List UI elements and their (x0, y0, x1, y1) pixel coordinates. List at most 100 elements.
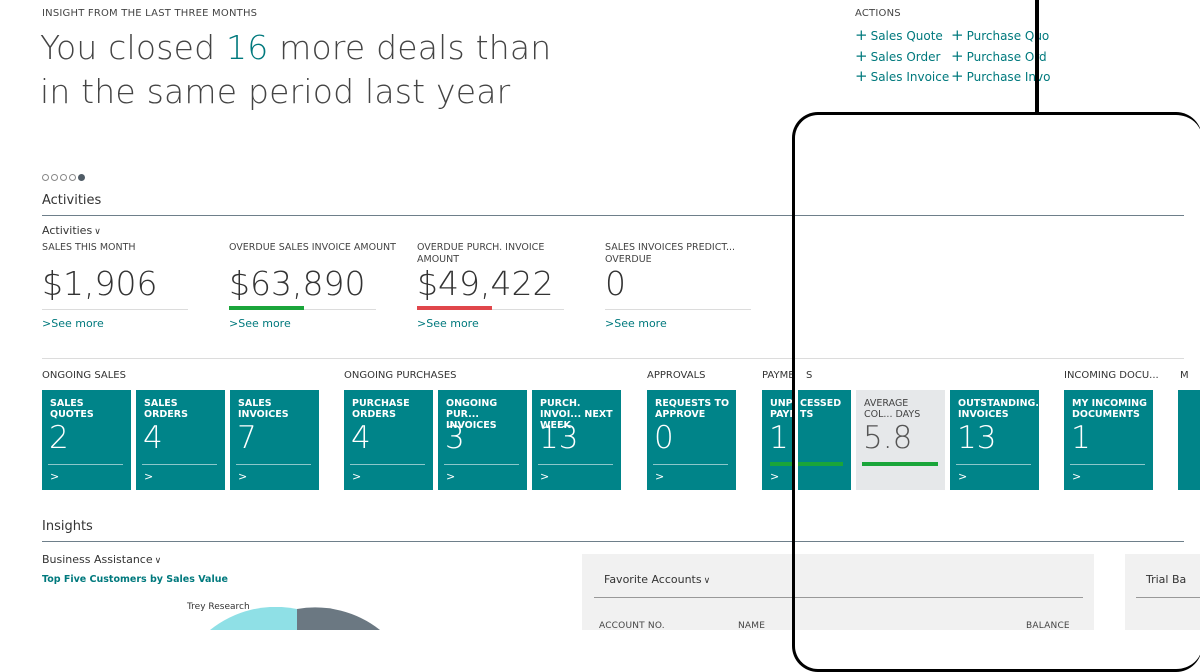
tile-requests-to-approve[interactable]: REQUESTS TO APPROVE 0 > (647, 390, 736, 490)
tile-name: PURCHASE ORDERS (352, 398, 410, 420)
tile-average-collection-days[interactable]: AVERAGE COL... DAYS 5.8 (856, 390, 945, 490)
kpi-value[interactable]: $63,890 (229, 264, 366, 303)
tile-status-indicator (862, 462, 938, 466)
tile-value: 3 (445, 420, 465, 456)
tile-unprocessed-payments-partial[interactable]: CESSED TS (798, 390, 851, 490)
chart-title: Top Five Customers by Sales Value (42, 574, 228, 585)
carousel-dot[interactable] (69, 174, 76, 181)
tile-sales-quotes[interactable]: SALES QUOTES 2 > (42, 390, 131, 490)
tile-value: 1 (769, 420, 789, 456)
tile-sales-orders[interactable]: SALES ORDERS 4 > (136, 390, 225, 490)
tile-divider (653, 464, 728, 465)
tile-value: 4 (143, 420, 163, 456)
tile-my-incoming-documents[interactable]: MY INCOMING DOCUMENTS 1 > (1064, 390, 1153, 490)
pie-slice[interactable] (297, 607, 380, 630)
kpi-value[interactable]: $49,422 (417, 264, 554, 303)
favorite-accounts-dropdown[interactable]: Favorite Accounts ∨ (604, 573, 710, 586)
tile-ongoing-purchase-invoices[interactable]: ONGOING PUR... INVOICES 3 > (438, 390, 527, 490)
group-label-approvals: APPROVALS (647, 370, 706, 381)
business-assistance-dropdown[interactable]: Business Assistance ∨ (42, 553, 161, 566)
tile-name: ONGOING PUR... INVOICES (446, 398, 498, 431)
see-more-label: See more (614, 317, 667, 330)
see-more-link[interactable]: >See more (42, 317, 104, 330)
kpi-label: SALES INVOICES PREDICT... OVERDUE (605, 242, 736, 265)
action-purchase-quote[interactable]: + Purchase Quo (951, 26, 1049, 44)
tile-divider (956, 464, 1031, 465)
tile-partial[interactable] (1178, 390, 1200, 490)
activities-dropdown[interactable]: Activities ∨ (42, 224, 101, 237)
insights-section-title: Insights (42, 519, 93, 534)
chevron-right-icon: > (540, 470, 550, 483)
chevron-right-icon: > (1072, 470, 1082, 483)
action-label: Purchase Quo (966, 29, 1050, 43)
tile-name: PURCH. INVOI... NEXT WEEK (540, 398, 613, 431)
action-label: Purchase Ord (966, 50, 1047, 64)
plus-icon: + (951, 47, 964, 65)
column-header-balance[interactable]: BALANCE (1026, 621, 1070, 631)
action-sales-quote[interactable]: + Sales Quote (855, 26, 943, 44)
tile-name: AVERAGE COL... DAYS (864, 398, 921, 420)
tile-name: CESSED TS (800, 398, 842, 420)
carousel-dot[interactable] (51, 174, 58, 181)
chevron-right-icon: > (144, 470, 154, 483)
plus-icon: + (855, 47, 868, 65)
tile-value: 1 (1071, 420, 1091, 456)
kpi-value[interactable]: 0 (605, 264, 626, 303)
see-more-link[interactable]: >See more (605, 317, 667, 330)
action-sales-order[interactable]: + Sales Order (855, 47, 940, 65)
action-sales-invoice[interactable]: + Sales Invoice (855, 67, 949, 85)
chevron-right-icon: > (605, 317, 615, 330)
tile-value: 13 (957, 420, 997, 456)
kpi-section-divider (42, 358, 1184, 359)
pie-label: Trey Research (187, 602, 250, 612)
action-purchase-order[interactable]: + Purchase Ord (951, 47, 1047, 65)
tile-name: SALES INVOICES (238, 398, 289, 420)
panel-divider (1136, 597, 1200, 598)
column-header-name[interactable]: NAME (738, 621, 766, 631)
dropdown-label: Business Assistance (42, 553, 153, 566)
tile-outstanding-invoices[interactable]: OUTSTANDING... INVOICES 13 > (950, 390, 1047, 490)
group-label-ongoing-purchases: ONGOING PURCHASES (344, 370, 457, 381)
headline-line2: in the same period last year (40, 72, 511, 111)
group-label-incoming-documents: INCOMING DOCU... (1064, 370, 1159, 381)
see-more-link[interactable]: >See more (229, 317, 291, 330)
action-label: Sales Order (870, 50, 941, 64)
pie-slice[interactable] (210, 607, 297, 630)
insight-headline: You closed 16 more deals than in the sam… (40, 26, 551, 114)
tile-purch-invoices-next-week[interactable]: PURCH. INVOI... NEXT WEEK 13 > (532, 390, 621, 490)
chevron-down-icon: ∨ (154, 556, 162, 566)
actions-label: ACTIONS (855, 8, 901, 19)
chevron-right-icon: > (446, 470, 456, 483)
column-header-account-no[interactable]: ACCOUNT NO. (599, 621, 665, 631)
plus-icon: + (855, 67, 868, 85)
carousel-dot[interactable] (60, 174, 67, 181)
tile-unprocessed-payments[interactable]: UNP PAYM1 > (762, 390, 792, 490)
chevron-right-icon: > (417, 317, 427, 330)
tile-value: 7 (237, 420, 257, 456)
action-label: Purchase Invo (966, 70, 1051, 84)
tile-value: 2 (49, 420, 69, 456)
tile-purchase-orders[interactable]: PURCHASE ORDERS 4 > (344, 390, 433, 490)
trial-balance-title[interactable]: Trial Ba (1146, 573, 1187, 586)
kpi-status-indicator-good (229, 306, 304, 310)
chevron-right-icon: > (655, 470, 665, 483)
tile-name: OUTSTANDING... INVOICES (958, 398, 1047, 420)
tile-name: REQUESTS TO APPROVE (655, 398, 730, 420)
group-label-partial: S (806, 370, 813, 381)
carousel-dot[interactable] (42, 174, 49, 181)
group-label-partial: M (1180, 370, 1189, 381)
tile-value: 0 (654, 420, 674, 456)
chevron-down-icon: ∨ (94, 227, 101, 237)
carousel-dot-active[interactable] (78, 174, 85, 181)
tile-status-indicator (770, 462, 792, 466)
plus-icon: + (855, 26, 868, 44)
tile-divider (142, 464, 217, 465)
kpi-value[interactable]: $1,906 (42, 264, 158, 303)
activities-section-title: Activities (42, 193, 102, 208)
section-divider (42, 541, 1184, 542)
carousel-dots[interactable] (42, 166, 87, 185)
tile-sales-invoices[interactable]: SALES INVOICES 7 > (230, 390, 319, 490)
see-more-link[interactable]: >See more (417, 317, 479, 330)
action-purchase-invoice[interactable]: + Purchase Invo (951, 67, 1050, 85)
kpi-label: SALES THIS MONTH (42, 242, 136, 253)
